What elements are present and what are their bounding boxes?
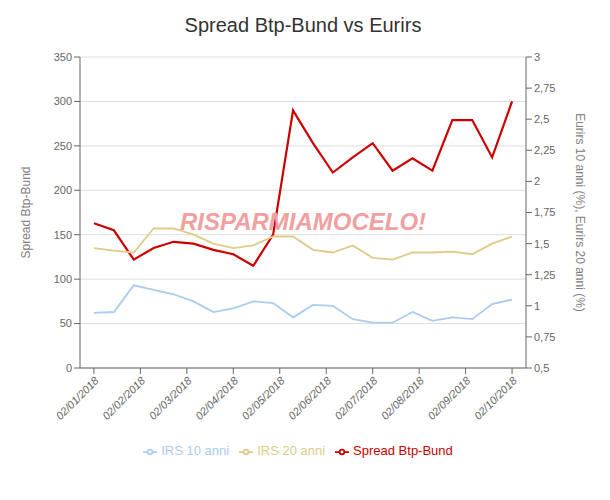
svg-text:200: 200: [54, 184, 72, 196]
svg-text:300: 300: [54, 95, 72, 107]
html-text:IRS 10 anni: IRS 10 anni: [161, 443, 230, 458]
svg-text:02/01/2018: 02/01/2018: [53, 374, 101, 422]
svg-text:1: 1: [534, 300, 540, 312]
svg-text:02/02/2018: 02/02/2018: [100, 374, 148, 422]
html-text:IRS 20 anni: IRS 20 anni: [257, 443, 326, 458]
svg-text:2,25: 2,25: [534, 144, 555, 156]
svg-text:02/09/2018: 02/09/2018: [425, 374, 473, 422]
svg-text:02/04/2018: 02/04/2018: [193, 374, 241, 422]
svg-text:2,75: 2,75: [534, 82, 555, 94]
svg-text:02/03/2018: 02/03/2018: [146, 374, 194, 422]
svg-text:250: 250: [54, 140, 72, 152]
svg-text:Eurirs 10 anni (%), Eurirs 20: Eurirs 10 anni (%), Eurirs 20 anni (%): [573, 113, 587, 312]
svg-text:02/08/2018: 02/08/2018: [379, 374, 427, 422]
svg-text:02/05/2018: 02/05/2018: [239, 374, 287, 422]
svg-text:50: 50: [60, 317, 72, 329]
svg-text:1,25: 1,25: [534, 269, 555, 281]
svg-text:02/06/2018: 02/06/2018: [286, 374, 334, 422]
html-text:Spread Btp-Bund vs Eurirs: Spread Btp-Bund vs Eurirs: [184, 14, 422, 36]
svg-text:100: 100: [54, 273, 72, 285]
svg-text:0: 0: [66, 362, 72, 374]
svg-text:350: 350: [54, 51, 72, 63]
html-text:RISPARMIAMOCELO!: RISPARMIAMOCELO!: [179, 207, 427, 235]
svg-text:2: 2: [534, 175, 540, 187]
svg-text:2,5: 2,5: [534, 113, 549, 125]
html-text:Spread Btp-Bund: Spread Btp-Bund: [353, 443, 453, 458]
svg-text:02/10/2018: 02/10/2018: [472, 374, 520, 422]
svg-text:0,5: 0,5: [534, 362, 549, 374]
svg-text:1,75: 1,75: [534, 206, 555, 218]
svg-text:02/07/2018: 02/07/2018: [332, 374, 380, 422]
svg-text:3: 3: [534, 51, 540, 63]
svg-text:1,5: 1,5: [534, 238, 549, 250]
svg-text:Spread Btp-Bund: Spread Btp-Bund: [19, 166, 33, 258]
svg-text:0,75: 0,75: [534, 331, 555, 343]
svg-text:150: 150: [54, 229, 72, 241]
